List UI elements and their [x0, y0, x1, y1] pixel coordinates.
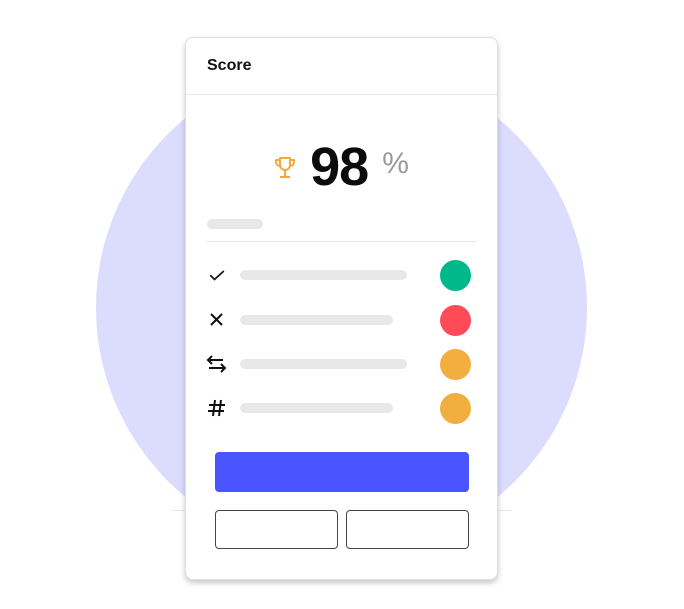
check-icon	[209, 270, 225, 281]
status-dot-orange	[440, 349, 471, 380]
score-display: 98 %	[186, 136, 497, 198]
placeholder-label	[207, 219, 263, 229]
status-dot-green	[440, 260, 471, 291]
score-card: Score 98 %	[185, 37, 498, 580]
result-row-correct	[186, 259, 497, 291]
result-row-swapped	[186, 348, 497, 380]
result-row-number	[186, 392, 497, 424]
placeholder-text	[240, 315, 393, 325]
placeholder-text	[240, 270, 407, 280]
primary-button[interactable]	[215, 452, 469, 492]
swap-arrows-icon	[206, 355, 227, 373]
secondary-button-left[interactable]	[215, 510, 338, 549]
result-row-incorrect	[186, 304, 497, 336]
hash-icon	[208, 399, 225, 417]
divider	[207, 241, 476, 242]
score-value: 98	[310, 137, 369, 197]
placeholder-text	[240, 403, 393, 413]
trophy-icon	[275, 157, 296, 178]
card-title: Score	[207, 57, 252, 74]
card-header: Score	[186, 38, 497, 95]
x-icon	[210, 313, 223, 326]
secondary-button-right[interactable]	[346, 510, 469, 549]
status-dot-orange	[440, 393, 471, 424]
score-unit: %	[382, 147, 409, 180]
placeholder-text	[240, 359, 407, 369]
status-dot-red	[440, 305, 471, 336]
